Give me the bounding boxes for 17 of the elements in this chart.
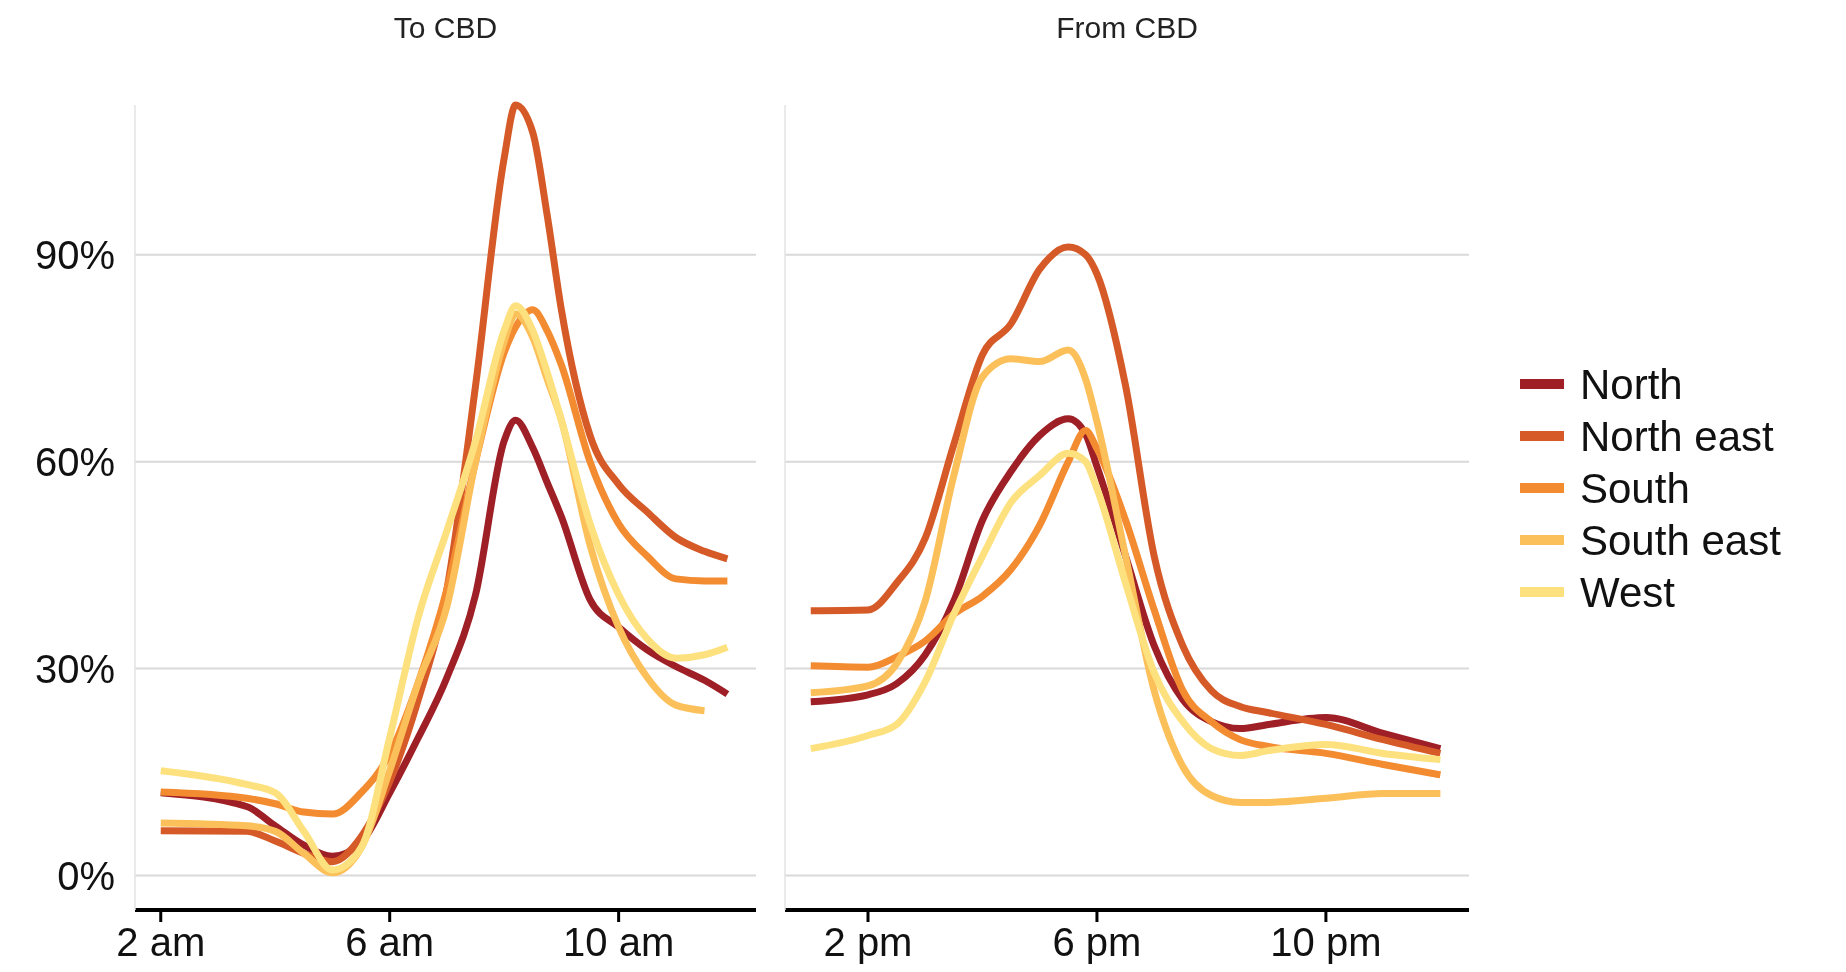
chart-title: From CBD [1056, 11, 1198, 44]
x-tick-label: 10 am [563, 920, 675, 964]
legend-label: West [1580, 569, 1676, 616]
x-tick-label: 6 am [345, 920, 435, 964]
x-tick-label: 10 pm [1270, 920, 1382, 964]
chart-title: To CBD [393, 11, 498, 44]
y-tick-label: 30% [34, 646, 115, 691]
y-tick-label: 60% [34, 439, 115, 484]
legend-label: South [1580, 465, 1690, 512]
x-tick-label: 2 pm [823, 920, 913, 964]
legend-label: South east [1580, 517, 1782, 564]
legend-label: North [1580, 361, 1683, 408]
x-tick-label: 2 am [116, 920, 206, 964]
x-tick-label: 6 pm [1052, 920, 1142, 964]
legend-label: North east [1580, 413, 1775, 460]
y-tick-label: 90% [34, 232, 115, 277]
y-tick-label: 0% [57, 853, 115, 898]
